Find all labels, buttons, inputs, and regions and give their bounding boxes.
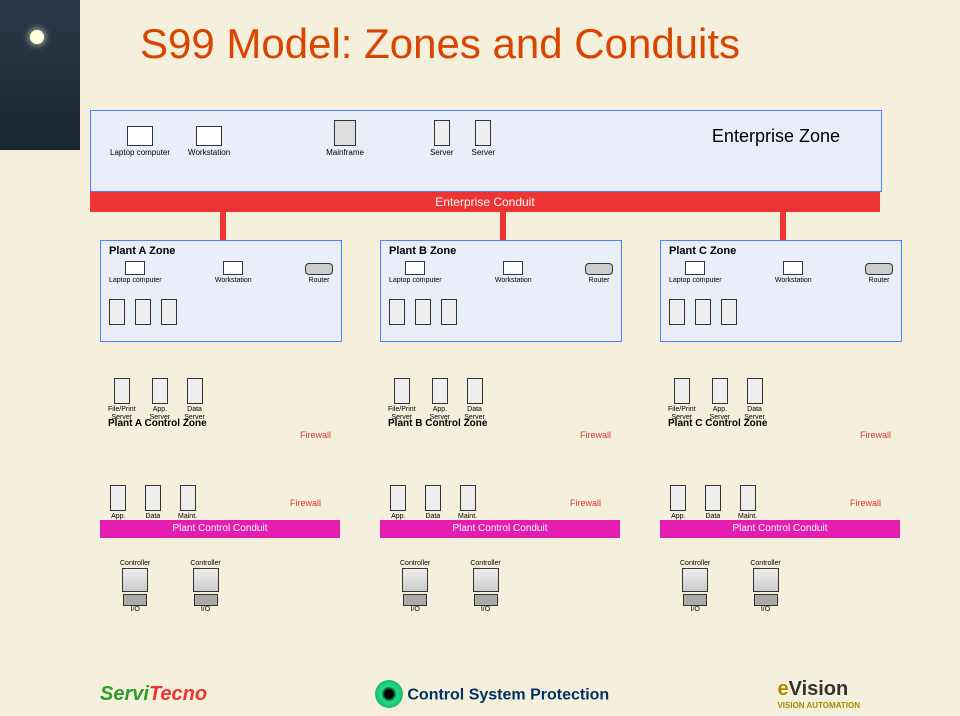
plant-a-zone: Plant A Zone Laptop computer Workstation… — [100, 240, 342, 342]
footer-logos: ServiTecno Control System Protection eVi… — [0, 678, 960, 710]
plant-b-zone: Plant B Zone Laptop computer Workstation… — [380, 240, 622, 342]
router-icon: Router — [585, 263, 613, 285]
server-icon: File/PrintServer — [388, 378, 416, 422]
conduit-link — [780, 210, 786, 242]
server-icon: App.Server — [710, 378, 731, 422]
mainframe-icon: Mainframe — [326, 120, 364, 157]
controller-icon: ControllerI/O — [470, 560, 500, 614]
workstation-icon: Workstation — [215, 261, 252, 285]
plant-a-controllers: ControllerI/O ControllerI/O — [120, 560, 221, 614]
server-icon: App.Server — [150, 378, 171, 422]
server-icon — [721, 299, 737, 325]
server-icon — [441, 299, 457, 325]
workstation-icon: Workstation — [495, 261, 532, 285]
firewall-label: Firewall — [570, 498, 601, 508]
enterprise-zone-label: Enterprise Zone — [712, 126, 840, 147]
plant-c-control-zone-label: Plant C Control Zone — [668, 418, 767, 429]
workstation-icon: Workstation — [775, 261, 812, 285]
plant-control-conduit-b: Plant Control Conduit — [380, 520, 620, 538]
router-icon: Router — [865, 263, 893, 285]
laptop-icon: Laptop computer — [389, 261, 442, 285]
firewall-label: Firewall — [860, 430, 891, 440]
server-icon: File/PrintServer — [108, 378, 136, 422]
conduit-link — [500, 210, 506, 242]
controller-icon: ControllerI/O — [190, 560, 220, 614]
server-icon — [135, 299, 151, 325]
server-icon — [669, 299, 685, 325]
server-icon — [389, 299, 405, 325]
plant-c-controllers: ControllerI/O ControllerI/O — [680, 560, 781, 614]
laptop-icon: Laptop computer — [110, 126, 170, 157]
server-icon — [109, 299, 125, 325]
server-icon: DataServer — [744, 378, 765, 422]
server-icon: DataServer — [464, 378, 485, 422]
plant-a-control-servers: File/PrintServer App.Server DataServer — [108, 378, 205, 422]
plant-b-controllers: ControllerI/O ControllerI/O — [400, 560, 501, 614]
server-icon: Server — [430, 120, 454, 157]
evision-logo: eVisionVISION AUTOMATION — [777, 678, 860, 710]
firewall-label: Firewall — [580, 430, 611, 440]
plant-control-conduit-c: Plant Control Conduit — [660, 520, 900, 538]
server-icon: File/PrintServer — [668, 378, 696, 422]
controller-icon: ControllerI/O — [750, 560, 780, 614]
server-icon: Server — [472, 120, 496, 157]
plant-control-conduit-a: Plant Control Conduit — [100, 520, 340, 538]
csp-logo: Control System Protection — [375, 680, 609, 708]
server-icon: App.Server — [430, 378, 451, 422]
plant-a-control-zone-label: Plant A Control Zone — [108, 418, 207, 429]
servitecno-logo: ServiTecno — [100, 683, 207, 706]
eye-icon — [375, 680, 403, 708]
controller-icon: ControllerI/O — [400, 560, 430, 614]
server-icon: DataServer — [184, 378, 205, 422]
page-title: S99 Model: Zones and Conduits — [140, 20, 740, 68]
firewall-label: Firewall — [850, 498, 881, 508]
firewall-label: Firewall — [290, 498, 321, 508]
enterprise-conduit: Enterprise Conduit — [90, 192, 880, 212]
plant-b-control-zone-label: Plant B Control Zone — [388, 418, 487, 429]
server-icon — [695, 299, 711, 325]
workstation-icon: Workstation — [188, 126, 230, 157]
server-icon — [415, 299, 431, 325]
router-icon: Router — [305, 263, 333, 285]
plant-b-control-servers: File/PrintServer App.Server DataServer — [388, 378, 485, 422]
plant-c-zone: Plant C Zone Laptop computer Workstation… — [660, 240, 902, 342]
laptop-icon: Laptop computer — [669, 261, 722, 285]
enterprise-conduit-label: Enterprise Conduit — [90, 192, 880, 212]
firewall-label: Firewall — [300, 430, 331, 440]
controller-icon: ControllerI/O — [120, 560, 150, 614]
laptop-icon: Laptop computer — [109, 261, 162, 285]
controller-icon: ControllerI/O — [680, 560, 710, 614]
server-icon — [161, 299, 177, 325]
lighthouse-decor — [0, 0, 80, 150]
plant-c-control-servers: File/PrintServer App.Server DataServer — [668, 378, 765, 422]
enterprise-devices: Laptop computer Workstation Mainframe Se… — [110, 120, 495, 157]
conduit-link — [220, 210, 226, 242]
